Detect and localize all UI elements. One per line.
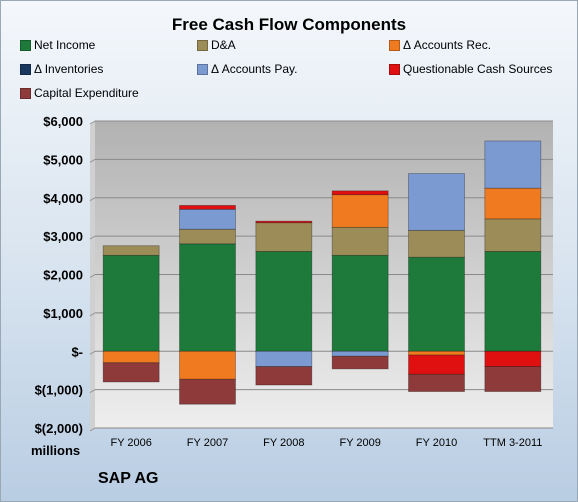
- x-tick-label: FY 2006: [110, 437, 151, 449]
- legend-label: Δ Accounts Rec.: [403, 38, 492, 52]
- bar-segment-accounts-rec: [331, 194, 389, 228]
- legend-swatch: [20, 40, 31, 51]
- legend-swatch: [20, 88, 31, 99]
- bar-segment-d-a: [102, 245, 160, 256]
- legend-swatch: [197, 64, 208, 75]
- x-tick-label: FY 2008: [263, 437, 304, 449]
- legend-label: D&A: [211, 38, 236, 52]
- bar-segment-accounts-rec: [102, 350, 160, 364]
- gridline-depth: [89, 350, 96, 355]
- bar-segment-accounts-pay: [484, 140, 542, 189]
- y-tick-label: $5,000: [43, 152, 83, 167]
- y-tick-label: $6,000: [43, 114, 83, 129]
- bar-segment-accounts-rec: [484, 187, 542, 220]
- bar-segment-questionable-cash-sources: [179, 205, 236, 210]
- bar-segment-net-income: [408, 256, 465, 352]
- y-tick-label: $(1,000): [35, 383, 83, 398]
- legend-swatch: [197, 40, 208, 51]
- bar-segment-accounts-rec: [179, 350, 236, 380]
- bar-segment-net-income: [484, 251, 542, 352]
- x-tick-label: FY 2007: [187, 437, 228, 449]
- legend-swatch: [389, 40, 400, 51]
- gridline-depth: [89, 274, 96, 278]
- bar-segment-net-income: [255, 251, 313, 352]
- bar-segment-net-income: [102, 254, 160, 352]
- x-tick-label: TTM 3-2011: [483, 437, 542, 449]
- company-label: SAP AG: [98, 470, 159, 487]
- bar-segment-capital-expenditure: [408, 373, 465, 392]
- bar-segment-net-income: [331, 254, 389, 352]
- bar-segment-questionable-cash-sources: [408, 354, 465, 375]
- bar-segment-capital-expenditure: [179, 378, 236, 405]
- legend-label: Net Income: [34, 38, 96, 52]
- units-label: millions: [31, 443, 81, 458]
- bar-segment-accounts-pay: [408, 173, 465, 231]
- bar-segment-d-a: [408, 229, 465, 258]
- y-tick-label: $3,000: [43, 229, 83, 244]
- bar-segment-accounts-pay: [331, 350, 389, 357]
- y-tick-label: $-: [71, 344, 83, 359]
- x-tick-label: FY 2010: [416, 437, 457, 449]
- bar-segment-d-a: [179, 228, 236, 245]
- bar-segment-d-a: [484, 218, 542, 252]
- legend-label: Δ Inventories: [34, 62, 104, 76]
- gridline-depth: [89, 158, 96, 163]
- gridline-depth: [89, 427, 96, 432]
- gridline-depth: [89, 120, 96, 125]
- gridline-depth: [89, 389, 96, 394]
- legend-swatch: [20, 64, 31, 75]
- bar-segment-capital-expenditure: [331, 355, 389, 370]
- bar-segment-d-a: [255, 222, 313, 252]
- gridline-depth: [89, 312, 96, 317]
- bar-segment-capital-expenditure: [102, 362, 160, 383]
- bar-segment-questionable-cash-sources: [484, 350, 542, 368]
- legend-swatch: [389, 64, 400, 75]
- y-tick-label: $(2,000): [35, 421, 83, 436]
- bar-segment-accounts-rec: [408, 350, 465, 356]
- bar-segment-accounts-pay: [255, 350, 313, 368]
- y-tick-label: $1,000: [43, 306, 83, 321]
- legend-label: Questionable Cash Sources: [403, 62, 553, 76]
- gridline-depth: [89, 197, 96, 202]
- bar-segment-d-a: [331, 226, 389, 256]
- chart-title: Free Cash Flow Components: [171, 15, 407, 34]
- x-tick-label: FY 2009: [339, 437, 380, 449]
- bar-segment-capital-expenditure: [484, 366, 542, 392]
- bar-segment-questionable-cash-sources: [255, 220, 313, 224]
- bar-segment-questionable-cash-sources: [331, 190, 389, 196]
- y-tick-label: $2,000: [43, 268, 83, 283]
- y-tick-label: $4,000: [43, 191, 83, 206]
- bar-segment-capital-expenditure: [255, 366, 313, 386]
- bar-segment-net-income: [179, 243, 236, 352]
- gridline-depth: [89, 235, 96, 240]
- legend-label: Δ Accounts Pay.: [211, 62, 298, 76]
- bar-segment-accounts-pay: [179, 208, 236, 230]
- legend-label: Capital Expenditure: [34, 86, 139, 100]
